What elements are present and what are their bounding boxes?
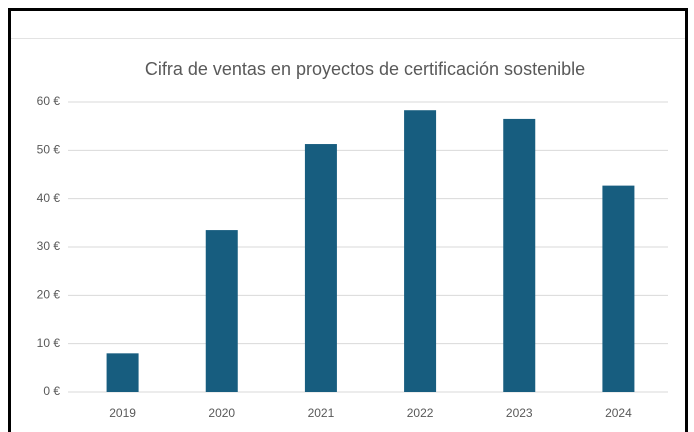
bar [106, 353, 139, 392]
y-tick-label: 60 € [37, 94, 61, 108]
y-tick-label: 30 € [37, 239, 61, 253]
x-tick-label: 2024 [605, 406, 632, 420]
x-tick-label: 2021 [308, 406, 335, 420]
x-tick-label: 2023 [506, 406, 533, 420]
y-tick-label: 10 € [37, 336, 61, 350]
x-tick-label: 2022 [407, 406, 434, 420]
y-tick-label: 0 € [43, 384, 60, 398]
y-tick-label: 50 € [37, 143, 61, 157]
y-tick-label: 40 € [37, 191, 61, 205]
x-tick-label: 2019 [109, 406, 136, 420]
x-tick-label: 2020 [208, 406, 235, 420]
frame [8, 8, 688, 432]
y-tick-label: 20 € [37, 288, 61, 302]
chart-title: Cifra de ventas en proyectos de certific… [145, 59, 585, 79]
bar [404, 110, 437, 392]
bar [602, 185, 635, 392]
bar [205, 230, 238, 392]
bar [304, 144, 337, 392]
bar [503, 118, 536, 393]
